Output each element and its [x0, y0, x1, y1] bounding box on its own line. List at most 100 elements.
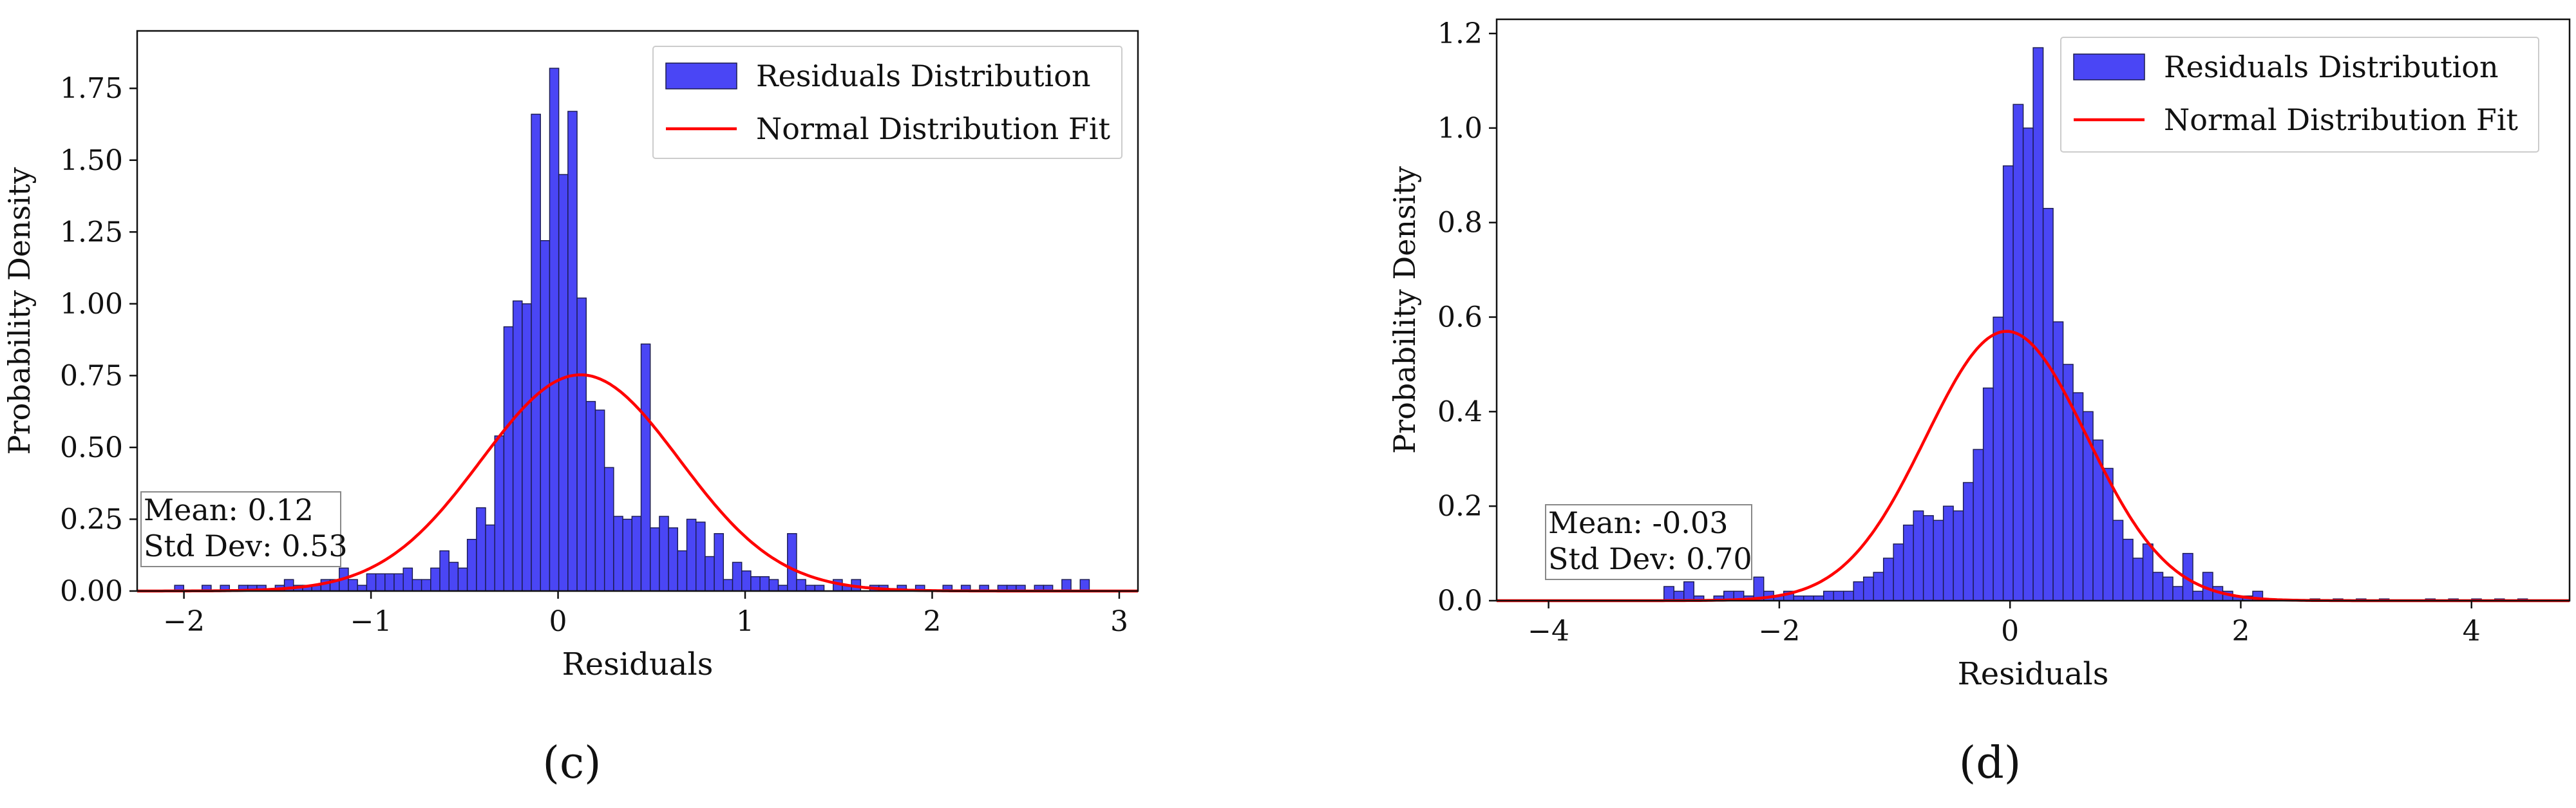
histogram-bar: [466, 538, 477, 592]
x-tick-label: 2: [923, 605, 941, 638]
legend-label-fit-c: Normal Distribution Fit: [756, 111, 1111, 146]
histogram-bar: [1942, 505, 1954, 601]
histogram-bar: [1833, 590, 1844, 601]
x-tick-label: 3: [1110, 605, 1128, 638]
x-axis-label-c: Residuals: [562, 646, 714, 682]
x-axis-label-d: Residuals: [1958, 656, 2109, 692]
histogram-bar: [768, 579, 779, 592]
histogram-bar: [558, 174, 569, 592]
histogram-bar: [402, 567, 413, 592]
histogram-bar: [750, 576, 761, 592]
stats-mean-d: Mean: -0.03: [1548, 505, 1728, 540]
histogram-bar: [357, 585, 368, 592]
histogram-bar: [1962, 482, 1974, 601]
histogram-bar: [2002, 165, 2014, 601]
axes-frame-d: [1495, 18, 2571, 602]
histogram-bar: [457, 567, 468, 592]
histogram-bar: [2172, 586, 2184, 601]
histogram-bar: [531, 113, 541, 592]
legend-label-bars-c: Residuals Distribution: [756, 59, 1091, 93]
y-tick-label: 1.00: [60, 288, 123, 321]
histogram-bar: [522, 303, 532, 592]
histogram-bar: [439, 550, 450, 592]
histogram-bar: [1842, 590, 1854, 601]
y-tick-label: 1.2: [1437, 17, 1482, 50]
histogram-bar: [705, 556, 715, 592]
y-tick-label: 0.75: [60, 359, 123, 392]
histogram-bar: [393, 573, 404, 592]
histogram-bar: [2192, 590, 2204, 601]
histogram-bar: [2102, 467, 2114, 601]
y-tick-label: 1.75: [60, 72, 123, 105]
histogram-bar: [567, 111, 578, 592]
legend-box-d: [2060, 37, 2539, 153]
histogram-bar: [412, 579, 422, 592]
histogram-bar: [2162, 576, 2174, 601]
histogram-bar: [805, 585, 816, 592]
histogram-bar: [631, 516, 642, 592]
histogram-bar: [512, 300, 523, 592]
legend-label-fit-d: Normal Distribution Fit: [2164, 102, 2519, 137]
histogram-bar: [622, 518, 632, 592]
histogram-bar: [796, 579, 806, 592]
histogram-bar: [1982, 387, 1994, 601]
histogram-bar: [2032, 47, 2044, 601]
y-tick-label: 0.4: [1437, 395, 1482, 428]
histogram-bar: [696, 521, 706, 592]
histogram-bar: [2152, 572, 2164, 601]
histogram-bar: [421, 579, 431, 592]
histogram-bar: [814, 585, 825, 592]
histogram-bar: [1922, 515, 1934, 601]
y-tick-label: 1.25: [60, 216, 123, 249]
histogram-bar: [659, 516, 669, 592]
legend-c: Residuals Distribution Normal Distributi…: [652, 46, 1122, 159]
histogram-bar: [1061, 579, 1072, 592]
legend-patch-bars-c: [665, 62, 737, 89]
histogram-bar: [640, 343, 651, 592]
y-tick-label: 0.25: [60, 503, 123, 536]
histogram-bar: [613, 516, 623, 592]
histogram-bar: [540, 240, 551, 592]
histogram-bars-c: [174, 68, 1090, 592]
histogram-bar: [1953, 510, 1964, 601]
y-tick-label: 1.0: [1437, 112, 1482, 145]
y-axis-ticks-c: 0.00 0.25 0.50 0.75 1.00 1.25 1.50 1.75: [60, 72, 137, 608]
histogram-bar: [430, 567, 440, 592]
histogram-bar: [787, 533, 797, 592]
x-axis-ticks-c: −2 −1 0 1 2 3: [163, 591, 1128, 638]
x-tick-label: 0: [549, 605, 567, 638]
histogram-bar: [714, 533, 724, 592]
y-tick-label: 0.6: [1437, 301, 1482, 334]
histogram-bar: [732, 561, 743, 592]
x-tick-label: 4: [2463, 615, 2481, 648]
x-axis-ticks-d: −4 −2 0 2 4: [1528, 601, 2481, 648]
histogram-bar: [503, 326, 514, 592]
stats-annotation-c: Mean: 0.12 Std Dev: 0.53: [140, 491, 348, 567]
histogram-bar: [448, 561, 459, 592]
x-tick-label: 0: [2001, 615, 2019, 648]
legend-patch-bars-d: [2073, 53, 2145, 80]
histogram-bar: [777, 585, 788, 592]
y-axis-ticks-d: 0.0 0.2 0.4 0.6 0.8 1.0 1.2: [1437, 17, 1497, 617]
histogram-bar: [576, 297, 587, 592]
histogram-bar: [759, 576, 770, 592]
y-tick-label: 0.00: [60, 575, 123, 608]
x-tick-label: −1: [350, 605, 392, 638]
histogram-bar: [1823, 590, 1834, 601]
histogram-bar: [2012, 104, 2024, 601]
histogram-bar: [384, 573, 395, 592]
stats-box-c: [140, 491, 341, 567]
histogram-bar: [741, 570, 752, 592]
histogram-bar: [1683, 581, 1694, 601]
histogram-bar: [1913, 510, 1924, 601]
histogram-bar: [585, 400, 596, 592]
histogram-bar: [1862, 576, 1874, 601]
stats-std-d: Std Dev: 0.70: [1548, 541, 1752, 576]
y-tick-label: 0.2: [1437, 490, 1482, 523]
histogram-bar: [348, 579, 358, 592]
histogram-bar: [649, 527, 660, 592]
x-tick-label: 1: [736, 605, 754, 638]
y-tick-label: 0.0: [1437, 585, 1482, 617]
histogram-bar: [686, 518, 697, 592]
